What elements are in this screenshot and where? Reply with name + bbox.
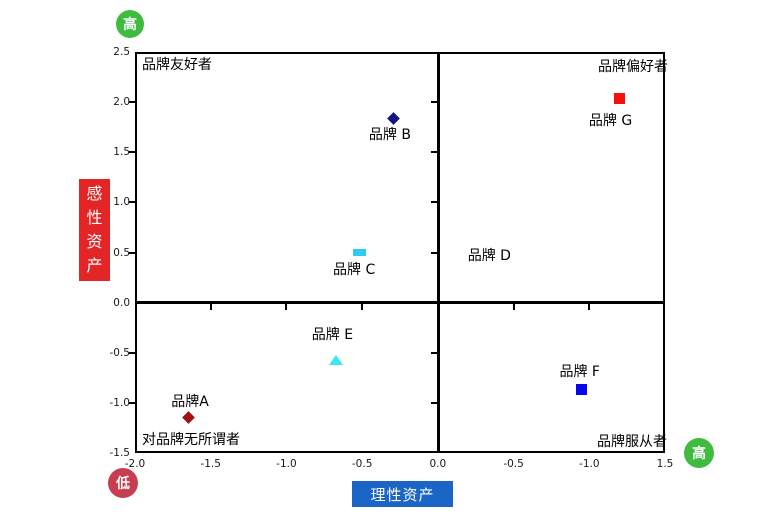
y-axis-tick-label: 0.5	[113, 246, 130, 259]
x-axis-tick-label: -2.0	[124, 458, 146, 470]
y-axis-tick-mark	[129, 251, 135, 254]
x-axis-high-badge: 高	[684, 438, 714, 468]
quadrant-label-bottom-right: 品牌服从者	[597, 434, 667, 450]
x-axis-tick-label: -1.0	[276, 458, 297, 470]
y-axis-tick-label: -0.5	[109, 346, 131, 359]
data-point-label: 品牌 D	[467, 247, 511, 264]
x-zero-line-tick-mark	[285, 304, 288, 310]
data-point-marker-triangle	[329, 354, 344, 365]
y-axis-tick-label: 1.5	[113, 146, 130, 159]
x-zero-line-tick-mark	[209, 304, 212, 310]
plot-area	[135, 52, 665, 453]
x-axis-tick-label: 1.5	[656, 458, 674, 470]
x-zero-line	[135, 301, 665, 304]
x-zero-line-tick-mark	[512, 304, 515, 310]
y-axis-title: 感性资产	[79, 179, 110, 281]
y-axis-tick-mark	[129, 101, 135, 104]
x-axis-tick-label: -0.5	[351, 458, 373, 470]
data-point-label: 品牌 C	[332, 261, 376, 278]
y-axis-tick-label: -1.0	[109, 396, 131, 409]
x-axis-tick-label: -0.5	[503, 458, 524, 470]
data-point-label: 品牌 G	[588, 113, 633, 130]
y-zero-line-tick-mark	[431, 401, 437, 404]
y-axis-high-badge: 高	[116, 10, 144, 38]
y-axis-tick-mark	[129, 201, 135, 204]
x-axis-tick-label: 0.0	[429, 458, 447, 470]
y-zero-line-tick-mark	[431, 101, 437, 104]
y-zero-line-tick-mark	[431, 251, 437, 254]
y-zero-line-tick-mark	[431, 151, 437, 154]
x-axis-tick-label: -1.0	[579, 458, 600, 470]
y-zero-line	[437, 52, 440, 453]
data-point-label: 品牌 E	[311, 326, 354, 343]
y-axis-tick-mark	[129, 151, 135, 154]
y-axis-tick-label: 2.0	[113, 96, 130, 109]
x-axis-title: 理性资产	[352, 481, 453, 507]
y-zero-line-tick-mark	[431, 201, 437, 204]
quadrant-label-top-left: 品牌友好者	[142, 57, 212, 73]
data-point-label: 品牌 F	[559, 363, 600, 380]
y-axis-low-badge: 低	[108, 468, 138, 498]
quadrant-label-bottom-left: 对品牌无所谓者	[142, 432, 240, 448]
data-point-label: 品牌 B	[368, 127, 411, 144]
y-axis-tick-label: 1.0	[113, 196, 130, 209]
x-axis-tick-label: -1.5	[200, 458, 221, 470]
y-axis-tick-label: -1.5	[109, 447, 131, 459]
y-axis-tick-mark	[129, 401, 135, 404]
y-axis-tick-mark	[129, 351, 135, 354]
x-zero-line-tick-mark	[588, 304, 591, 310]
y-axis-tick-label: 2.5	[113, 46, 130, 58]
x-zero-line-tick-mark	[361, 304, 364, 310]
y-zero-line-tick-mark	[431, 351, 437, 354]
data-point-marker-rect	[352, 249, 366, 256]
data-point-marker-square	[614, 92, 626, 104]
data-point-marker-square	[576, 384, 588, 396]
y-axis-tick-label: 0.0	[113, 296, 130, 309]
quadrant-label-top-right: 品牌偏好者	[598, 59, 668, 75]
data-point-label: 品牌A	[171, 393, 209, 410]
